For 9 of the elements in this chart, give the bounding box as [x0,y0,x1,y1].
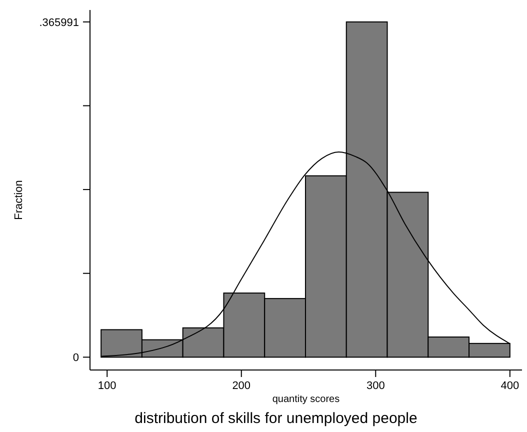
x-axis-title: quantity scores [272,394,340,405]
y-axis-title: Fraction [13,180,25,220]
x-tick-label: 200 [232,380,251,392]
x-tick-label: 300 [366,380,385,392]
x-tick-label: 400 [500,380,520,392]
x-tick-label: 100 [98,380,116,392]
y-tick-label: .365991 [39,16,79,29]
y-tick-label: 0 [72,352,79,364]
text: distribution of skills for unemployed people [134,410,418,427]
